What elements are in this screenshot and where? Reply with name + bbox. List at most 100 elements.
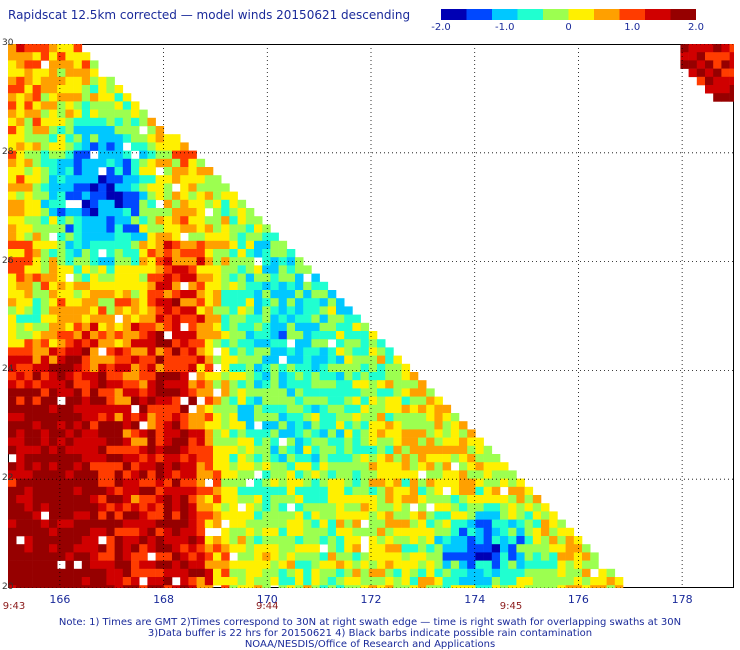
wind-cell <box>516 536 525 545</box>
wind-cell <box>491 478 501 488</box>
wind-cell <box>204 380 214 389</box>
wind-cell <box>98 527 107 537</box>
wind-cell <box>8 380 17 389</box>
wind-cell <box>32 199 42 209</box>
wind-cell <box>327 396 337 406</box>
wind-cell <box>147 478 156 488</box>
wind-cell <box>229 544 238 553</box>
wind-cell <box>114 232 124 242</box>
wind-cell <box>73 224 83 233</box>
wind-cell <box>49 388 58 397</box>
wind-cell <box>245 413 255 422</box>
wind-cell <box>311 273 320 283</box>
wind-cell <box>221 298 230 307</box>
wind-cell <box>270 273 279 283</box>
wind-cell <box>327 536 337 545</box>
wind-cell <box>32 314 42 324</box>
wind-cell <box>180 240 189 250</box>
wind-cell <box>204 503 214 512</box>
wind-cell <box>336 544 345 553</box>
wind-cell <box>459 462 468 471</box>
wind-cell <box>311 495 320 504</box>
wind-cell <box>204 175 214 184</box>
wind-cell <box>90 486 99 496</box>
wind-cell <box>98 495 107 504</box>
wind-cell <box>16 331 25 340</box>
wind-cell <box>8 322 17 332</box>
wind-cell <box>24 76 33 86</box>
wind-cell <box>262 224 271 233</box>
wind-cell <box>295 536 304 545</box>
wind-cell <box>122 585 132 588</box>
wind-cell <box>90 117 99 127</box>
wind-cell <box>221 240 230 250</box>
wind-cell <box>295 486 304 496</box>
wind-cell <box>565 552 575 561</box>
wind-cell <box>262 232 271 242</box>
wind-cell <box>122 560 132 570</box>
wind-cell <box>401 519 411 529</box>
wind-cell <box>16 134 25 143</box>
wind-cell <box>475 568 484 578</box>
wind-cell <box>57 347 66 356</box>
wind-cell <box>180 560 189 570</box>
wind-cell <box>90 495 99 504</box>
wind-cell <box>377 372 386 381</box>
wind-cell <box>73 511 83 520</box>
wind-cell <box>188 396 197 406</box>
wind-cell <box>319 560 329 570</box>
wind-cell <box>311 585 320 588</box>
wind-cell <box>385 429 394 438</box>
wind-cell <box>213 577 222 586</box>
wind-cell <box>532 527 542 537</box>
wind-cell <box>254 577 263 586</box>
wind-cell <box>221 396 230 406</box>
wind-cell <box>565 560 575 570</box>
wind-cell <box>172 404 181 414</box>
wind-cell <box>426 536 435 545</box>
wind-cell <box>459 544 468 553</box>
wind-cell <box>377 486 386 496</box>
wind-cell <box>98 314 107 324</box>
wind-cell <box>131 462 140 471</box>
wind-cell <box>90 527 99 537</box>
wind-cell <box>24 265 33 274</box>
wind-cell <box>418 495 427 504</box>
wind-cell <box>188 175 197 184</box>
wind-cell <box>81 142 91 151</box>
wind-cell <box>163 232 173 242</box>
wind-cell <box>344 560 353 570</box>
wind-cell <box>213 413 222 422</box>
wind-cell <box>172 462 181 471</box>
wind-cell <box>590 552 599 561</box>
wind-cell <box>188 314 197 324</box>
wind-cell <box>434 486 443 496</box>
wind-cell <box>49 273 58 283</box>
wind-cell <box>262 445 271 455</box>
wind-cell <box>278 495 288 504</box>
wind-cell <box>65 85 74 94</box>
wind-cell <box>204 249 214 258</box>
wind-cell <box>319 429 329 438</box>
wind-cell <box>8 331 17 340</box>
wind-cell <box>377 380 386 389</box>
wind-cell <box>163 495 173 504</box>
wind-cell <box>49 240 58 250</box>
wind-cell <box>557 560 566 570</box>
wind-cell <box>57 552 66 561</box>
wind-cell <box>16 495 25 504</box>
wind-cell <box>155 265 165 274</box>
wind-cell <box>377 339 386 348</box>
wind-cell <box>196 232 206 242</box>
wind-cell <box>180 577 189 586</box>
wind-cell <box>180 486 189 496</box>
wind-cell <box>336 380 345 389</box>
wind-cell <box>475 519 484 529</box>
wind-cell <box>8 396 17 406</box>
wind-cell <box>188 331 197 340</box>
wind-cell <box>106 150 115 160</box>
wind-cell <box>549 536 558 545</box>
wind-cell <box>344 306 353 315</box>
wind-cell <box>8 413 17 422</box>
wind-cell <box>311 470 320 479</box>
